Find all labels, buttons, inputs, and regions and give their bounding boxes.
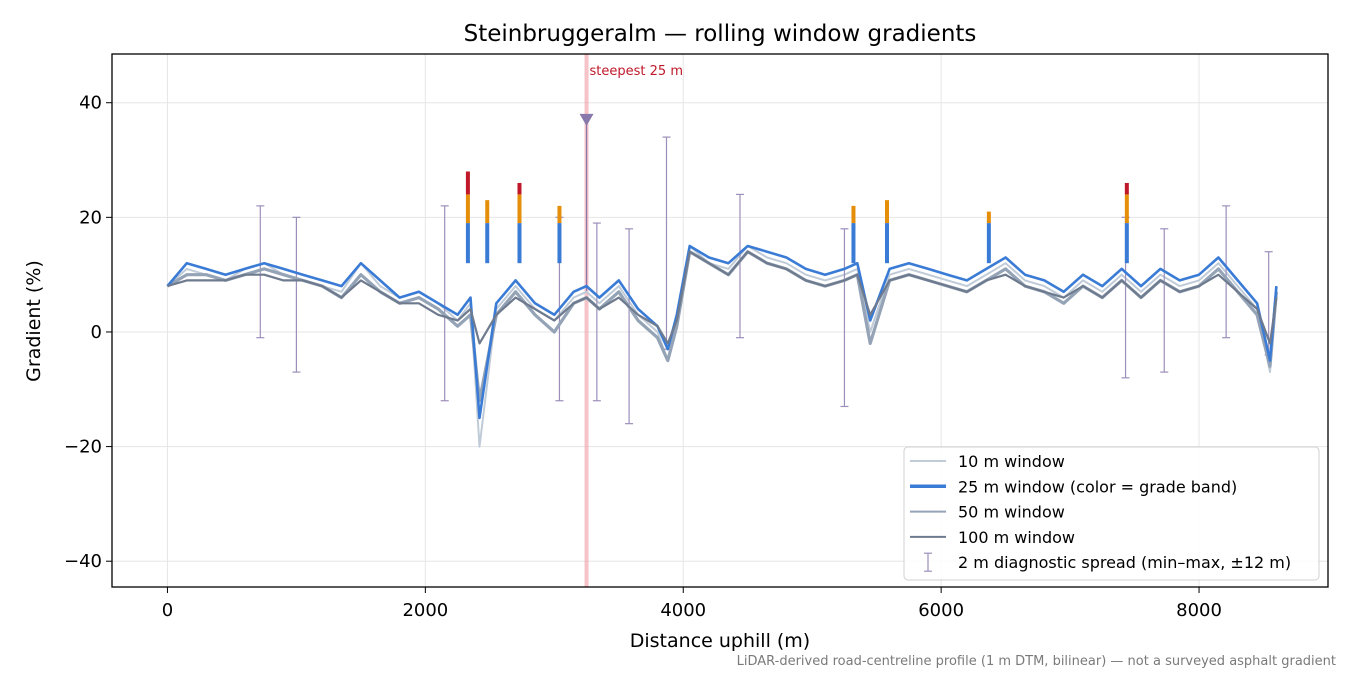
steepest-label: steepest 25 m [590,64,683,79]
series-25m-group [166,171,1278,420]
y-axis-label: Gradient (%) [23,260,45,382]
series-10m-group [166,245,1278,448]
x-axis-ticks: 0 2000 4000 6000 8000 [162,587,1222,621]
x-tick-label: 4000 [660,600,706,621]
diagnostic-spread-group [256,136,1273,425]
legend: 10 m window 25 m window (color = grade ba… [903,446,1320,581]
legend-box [903,446,1320,581]
y-tick-label: −40 [64,551,102,572]
legend-label: 50 m window [958,503,1065,522]
legend-label: 25 m window (color = grade band) [958,477,1237,496]
y-tick-label: 0 [91,322,102,343]
y-tick-label: −20 [64,437,102,458]
series-10m-line [166,245,1278,448]
series-25m-line [166,244,1278,420]
x-tick-label: 8000 [1176,600,1222,621]
x-tick-label: 0 [162,600,173,621]
series-50m-line [166,250,1278,403]
legend-label: 2 m diagnostic spread (min–max, ±12 m) [958,553,1291,572]
x-tick-label: 2000 [402,600,448,621]
series-50m-group [166,250,1278,403]
legend-label: 10 m window [958,452,1065,471]
series-100m-line [167,250,1278,345]
y-tick-label: 40 [79,93,102,114]
x-axis-label: Distance uphill (m) [630,630,810,652]
y-tick-label: 20 [79,207,102,228]
steepest-marker-group: steepest 25 m [579,54,683,587]
series-100m-group [167,250,1278,345]
plot-frame [111,53,1329,588]
legend-label: 100 m window [958,528,1075,547]
footnote: LiDAR-derived road-centreline profile (1… [737,654,1336,669]
chart-title: Steinbruggeralm — rolling window gradien… [464,21,977,47]
steepest-marker-triangle [579,113,594,126]
y-axis-ticks: 40 20 0 −20 −40 [64,93,112,572]
x-tick-label: 6000 [918,600,964,621]
